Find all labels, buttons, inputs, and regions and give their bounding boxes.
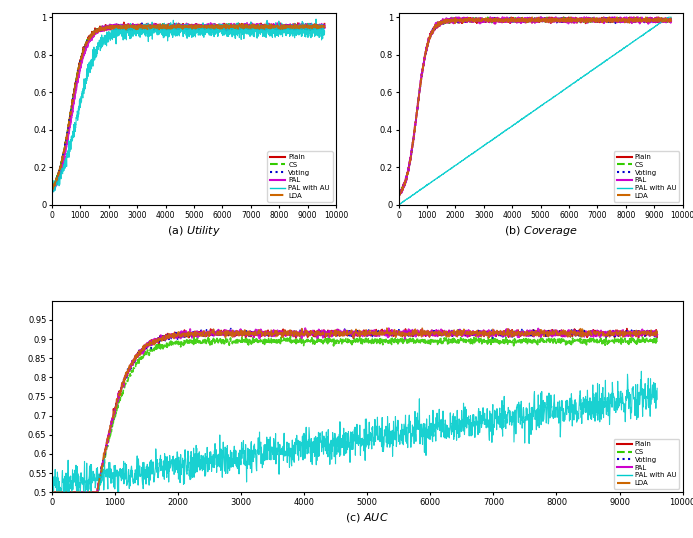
X-axis label: (a) $\it{Utility}$: (a) $\it{Utility}$ (167, 224, 221, 238)
Legend: Plain, CS, Voting, PAL, PAL with AU, LDA: Plain, CS, Voting, PAL, PAL with AU, LDA (267, 151, 333, 202)
Legend: Plain, CS, Voting, PAL, PAL with AU, LDA: Plain, CS, Voting, PAL, PAL with AU, LDA (614, 438, 679, 489)
Legend: Plain, CS, Voting, PAL, PAL with AU, LDA: Plain, CS, Voting, PAL, PAL with AU, LDA (614, 151, 679, 202)
X-axis label: (b) $\it{Coverage}$: (b) $\it{Coverage}$ (504, 224, 577, 238)
X-axis label: (c) $\it{AUC}$: (c) $\it{AUC}$ (345, 511, 389, 524)
